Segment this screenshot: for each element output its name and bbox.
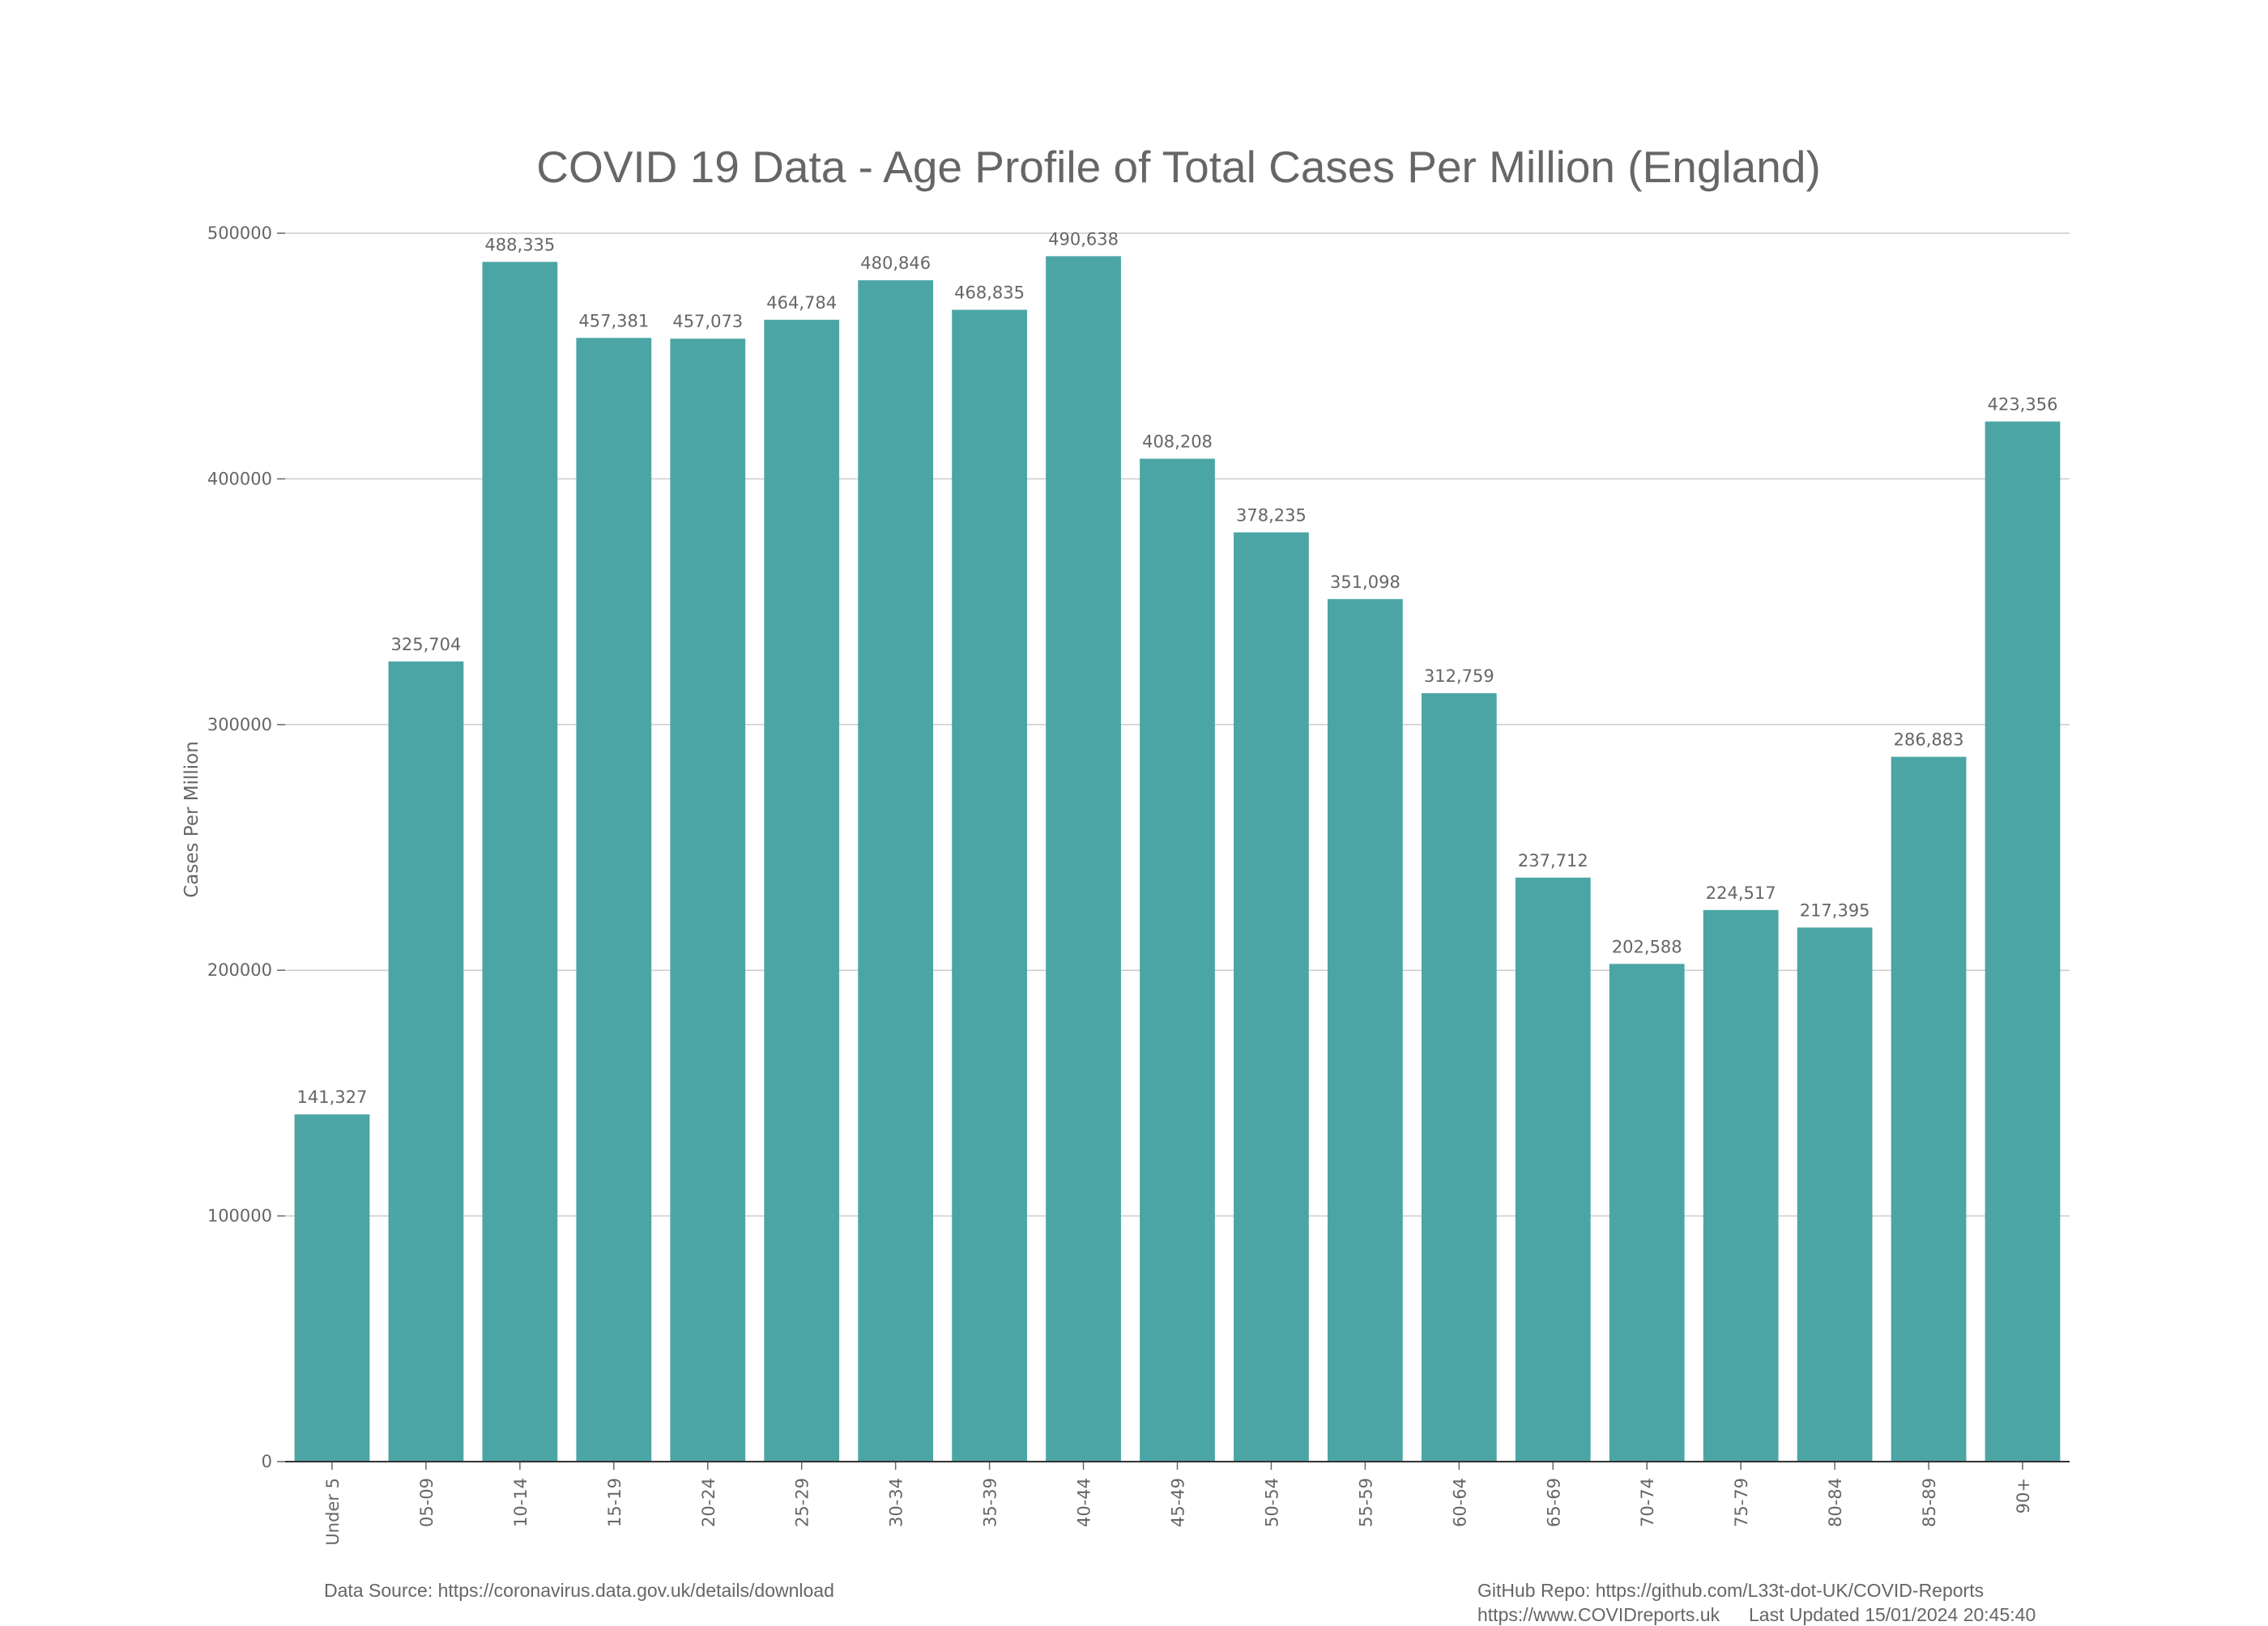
x-tick-label: 60-64 [1450, 1478, 1469, 1527]
website-note: https://www.COVIDreports.uk [1477, 1604, 1720, 1625]
bar-value-label: 423,356 [1988, 395, 2058, 415]
x-tick-label: 90+ [2014, 1478, 2033, 1513]
y-tick-label: 300000 [207, 715, 272, 734]
x-tick-label: 40-44 [1075, 1478, 1094, 1527]
bar [1234, 532, 1309, 1462]
y-tick-label: 0 [262, 1452, 272, 1471]
bar [858, 280, 934, 1462]
x-tick-label: 75-79 [1732, 1478, 1751, 1527]
x-tick-label: 65-69 [1544, 1478, 1563, 1527]
bar-value-label: 488,335 [484, 235, 555, 254]
bar-value-label: 457,073 [672, 312, 743, 331]
bar-value-labels: 141,327 325,704 488,335 457,381 457,073 464,7… [297, 229, 2058, 1107]
bar [1140, 458, 1215, 1462]
y-tick-label: 500000 [207, 223, 272, 243]
bar-value-label: 141,327 [297, 1088, 368, 1107]
bar [1891, 756, 1967, 1462]
bar [1515, 877, 1591, 1462]
y-tick-label: 100000 [207, 1207, 272, 1226]
bar [764, 319, 840, 1462]
bar [1797, 927, 1873, 1462]
bar [1328, 598, 1403, 1462]
bar-value-label: 224,517 [1706, 883, 1776, 903]
bar [1609, 964, 1685, 1462]
x-tick-label: 50-54 [1262, 1478, 1281, 1527]
bar [670, 338, 746, 1462]
bar [1703, 909, 1779, 1462]
bar-value-label: 378,235 [1236, 505, 1307, 525]
bar-value-label: 408,208 [1142, 432, 1213, 451]
bar [294, 1114, 370, 1462]
bar-value-label: 217,395 [1800, 900, 1870, 920]
bar [952, 309, 1027, 1462]
y-axis-label: Cases Per Million [181, 741, 202, 898]
last-updated-note: Last Updated 15/01/2024 20:45:40 [1749, 1604, 2036, 1625]
x-tick-label: 15-19 [605, 1478, 625, 1527]
bar [1046, 256, 1121, 1462]
github-repo-note: GitHub Repo: https://github.com/L33t-dot… [1477, 1580, 1985, 1601]
bar-value-label: 480,846 [860, 253, 931, 273]
x-tick-label: 45-49 [1169, 1478, 1188, 1527]
x-tick-label: 20-24 [699, 1478, 718, 1527]
bar [576, 338, 652, 1462]
bar-value-label: 464,784 [766, 293, 837, 313]
x-tick-label: 80-84 [1826, 1478, 1845, 1527]
bar-value-label: 286,883 [1894, 730, 1964, 750]
x-tick-label: 35-39 [981, 1478, 1000, 1527]
x-tick-label: 05-09 [417, 1478, 437, 1527]
bar-value-label: 237,712 [1518, 851, 1588, 870]
bar-value-label: 202,588 [1612, 937, 1682, 956]
bar-value-label: 351,098 [1330, 573, 1400, 592]
x-tick-label: 30-34 [887, 1478, 906, 1527]
x-tick-label: 70-74 [1638, 1478, 1657, 1527]
chart-title: COVID 19 Data - Age Profile of Total Cas… [536, 142, 1821, 192]
bar-value-label: 468,835 [954, 283, 1025, 303]
y-axis: 0 100000 200000 300000 400000 500000 [207, 223, 285, 1471]
bar [482, 262, 558, 1462]
x-tick-label: 55-59 [1356, 1478, 1375, 1527]
bar-value-label: 457,381 [578, 311, 649, 330]
bar [1421, 693, 1497, 1462]
y-tick-label: 200000 [207, 960, 272, 980]
bar-value-label: 312,759 [1424, 666, 1494, 686]
bar-value-label: 325,704 [390, 635, 461, 654]
x-tick-label: 10-14 [511, 1478, 531, 1527]
bar [388, 661, 464, 1462]
x-axis: Under 5 05-09 10-14 15-19 20-24 25-29 30-34 35-… [285, 1461, 2070, 1546]
x-tick-label: 85-89 [1920, 1478, 1939, 1527]
bars [294, 256, 2061, 1462]
x-tick-label: Under 5 [323, 1478, 343, 1546]
bar-value-label: 490,638 [1048, 229, 1119, 249]
x-tick-label: 25-29 [793, 1478, 812, 1527]
data-source-note: Data Source: https://coronavirus.data.go… [324, 1580, 834, 1601]
y-tick-label: 400000 [207, 469, 272, 488]
bar [1985, 421, 2061, 1462]
